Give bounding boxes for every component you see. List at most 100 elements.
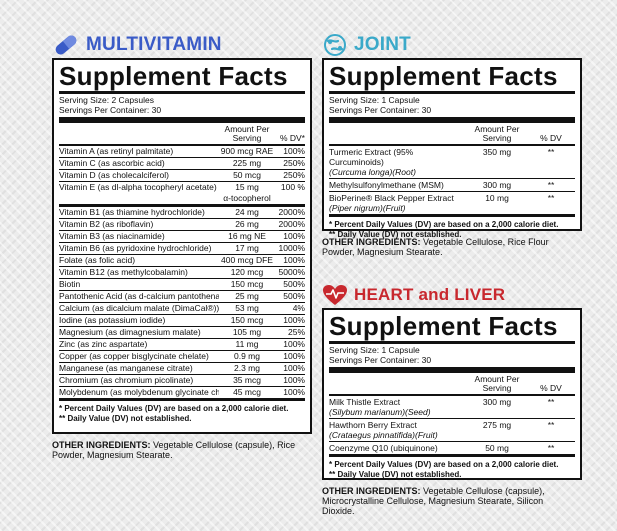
joint-serving-size: Serving Size: 1 Capsule bbox=[329, 95, 420, 105]
table-row: Manganese (as manganese citrate) 2.3 mg 10… bbox=[59, 363, 305, 375]
nutrient-name: Copper (as copper bisglycinate chelate) bbox=[59, 351, 209, 361]
joint-footnotes: * Percent Daily Values (DV) are based on… bbox=[329, 217, 575, 240]
nutrient-amount: 45 mcg bbox=[233, 387, 261, 397]
multivitamin-servings: Servings Per Container: 30 bbox=[59, 105, 162, 115]
multivitamin-heading-text: MULTIVITAMIN bbox=[86, 34, 222, 55]
nutrient-amount: 400 mcg DFE bbox=[221, 255, 273, 265]
nutrient-dv: 100% bbox=[283, 339, 305, 349]
nutrient-amount: 150 mcg bbox=[230, 315, 264, 325]
nutrient-name: Vitamin B2 (as riboflavin) bbox=[59, 219, 154, 229]
multivitamin-table-header: Amount Per Serving % DV* bbox=[59, 123, 305, 146]
nutrient-name: Vitamin B3 (as niacinamide) bbox=[59, 231, 165, 241]
nutrient-name: Manganese (as manganese citrate) bbox=[59, 363, 193, 373]
ingredient-dv: ** bbox=[547, 147, 555, 157]
multivitamin-facts-box: Supplement Facts Serving Size: 2 Capsule… bbox=[52, 58, 312, 434]
table-row: BioPerine® Black Pepper Extract (Piper ni… bbox=[329, 192, 575, 217]
vitamin-e-note: α-tocopherol bbox=[223, 193, 271, 203]
joint-heading-text: JOINT bbox=[354, 34, 411, 55]
amount-column-header: Amount Per Serving bbox=[474, 374, 520, 393]
other-ingredients-text: Vegetable Cellulose, Rice Flour Powder, … bbox=[322, 237, 549, 257]
table-row: Vitamin A (as retinyl palmitate) 900 mcg … bbox=[59, 146, 305, 158]
table-row: Vitamin B2 (as riboflavin) 26 mg 2000% bbox=[59, 219, 305, 231]
nutrient-dv: 5000% bbox=[278, 267, 305, 277]
amount-column-header: Amount Per Serving bbox=[474, 124, 520, 143]
nutrient-dv: 500% bbox=[283, 279, 305, 289]
table-row: Molybdenum (as molybdenum glycinate chel… bbox=[59, 387, 305, 401]
amount-column-header: Amount Per Serving bbox=[224, 124, 270, 143]
footnote-not-established: ** Daily Value (DV) not established. bbox=[59, 414, 192, 423]
other-ingredients-label: OTHER INGREDIENTS: bbox=[322, 486, 421, 496]
table-row: Vitamin E (as dl-alpha tocopheryl acetat… bbox=[59, 182, 305, 193]
footnote-dv: * Percent Daily Values (DV) are based on… bbox=[329, 460, 559, 469]
nutrient-dv: 100% bbox=[283, 146, 305, 156]
ingredient-name: Methylsulfonylmethane (MSM) bbox=[329, 180, 444, 190]
heart-facts-box: Supplement Facts Serving Size: 1 Capsule… bbox=[322, 308, 582, 480]
joint-heading: JOINT bbox=[322, 32, 582, 58]
nutrient-dv: 250% bbox=[283, 158, 305, 168]
heart-facts-title: Supplement Facts bbox=[329, 311, 558, 341]
joint-facts-box: Supplement Facts Serving Size: 1 Capsule… bbox=[322, 58, 582, 239]
dv-column-header: % DV bbox=[540, 133, 562, 143]
nutrient-amount: 11 mg bbox=[235, 339, 259, 349]
table-row: Chromium (as chromium picolinate) 35 mcg 1… bbox=[59, 375, 305, 387]
ingredient-name: Milk Thistle Extract bbox=[329, 397, 401, 407]
table-row: Vitamin B12 (as methylcobalamin) 120 mcg 5… bbox=[59, 267, 305, 279]
ingredient-name: Coenzyme Q10 (ubiquinone) bbox=[329, 443, 438, 453]
heart-pulse-icon bbox=[323, 285, 347, 305]
nutrient-dv: 100% bbox=[283, 255, 305, 265]
multivitamin-facts-title: Supplement Facts bbox=[59, 61, 288, 91]
table-row: Biotin 150 mcg 500% bbox=[59, 279, 305, 291]
nutrient-name: Zinc (as zinc aspartate) bbox=[59, 339, 148, 349]
nutrient-dv: 2000% bbox=[278, 219, 305, 229]
nutrient-name: Vitamin B1 (as thiamine hydrochloride) bbox=[59, 207, 205, 217]
heart-heading-text: HEART and LIVER bbox=[354, 285, 506, 304]
table-row: Methylsulfonylmethane (MSM) 300 mg ** bbox=[329, 179, 575, 192]
ingredient-amount: 10 mg bbox=[485, 193, 509, 203]
nutrient-amount: 26 mg bbox=[235, 219, 259, 229]
nutrient-amount: 16 mg NE bbox=[228, 231, 266, 241]
nutrient-amount: 0.9 mg bbox=[234, 351, 260, 361]
nutrient-dv: 100% bbox=[283, 231, 305, 241]
nutrient-dv: 250% bbox=[283, 170, 305, 180]
table-row: Turmeric Extract (95% Curcuminoids) (Curc… bbox=[329, 146, 575, 179]
table-row: Milk Thistle Extract (Silybum marianum)(S… bbox=[329, 396, 575, 419]
ingredient-name: Turmeric Extract (95% Curcuminoids) bbox=[329, 147, 414, 167]
table-row: Pantothenic Acid (as d-calcium pantothen… bbox=[59, 291, 305, 303]
joint-facts-title: Supplement Facts bbox=[329, 61, 558, 91]
ingredient-amount: 350 mg bbox=[482, 147, 512, 157]
table-row: Vitamin B1 (as thiamine hydrochloride) 24… bbox=[59, 207, 305, 219]
nutrient-amount: 225 mg bbox=[232, 158, 262, 168]
multivitamin-rows: Vitamin A (as retinyl palmitate) 900 mcg … bbox=[59, 146, 305, 401]
nutrient-name: Vitamin E (as dl-alpha tocopheryl acetat… bbox=[59, 182, 217, 192]
other-ingredients-text: Vegetable Cellulose (capsule), Rice Powd… bbox=[52, 440, 296, 460]
nutrient-dv: 100% bbox=[283, 351, 305, 361]
footnote-dv: * Percent Daily Values (DV) are based on… bbox=[329, 220, 559, 229]
table-row: Vitamin B6 (as pyridoxine hydrochloride)… bbox=[59, 243, 305, 255]
nutrient-dv: 100 % bbox=[280, 182, 305, 192]
joint-other-ingredients: OTHER INGREDIENTS: Vegetable Cellulose, … bbox=[322, 237, 577, 257]
nutrient-dv: 25% bbox=[287, 327, 305, 337]
multivitamin-panel: MULTIVITAMIN Supplement Facts Serving Si… bbox=[52, 32, 312, 460]
multivitamin-serving-size: Serving Size: 2 Capsules bbox=[59, 95, 154, 105]
table-row: Iodine (as potassium iodide) 150 mcg 100% bbox=[59, 315, 305, 327]
nutrient-amount: 15 mg bbox=[235, 182, 259, 192]
nutrient-name: Vitamin D (as cholecalciferol) bbox=[59, 170, 169, 180]
nutrient-amount: 35 mcg bbox=[233, 375, 261, 385]
other-ingredients-text: Vegetable Cellulose (capsule), Microcrys… bbox=[322, 486, 545, 516]
nutrient-name: Magnesium (as dimagnesium malate) bbox=[59, 327, 201, 337]
heart-serving-size: Serving Size: 1 Capsule bbox=[329, 345, 420, 355]
nutrient-name: Molybdenum (as molybdenum glycinate chel… bbox=[59, 387, 219, 397]
table-row: Calcium (as dicalcium malate (DimaCal®))… bbox=[59, 303, 305, 315]
joint-icon bbox=[324, 34, 346, 56]
nutrient-amount: 25 mg bbox=[235, 291, 259, 301]
nutrient-amount: 53 mg bbox=[235, 303, 259, 313]
nutrient-amount: 2.3 mg bbox=[234, 363, 260, 373]
nutrient-dv: 4% bbox=[292, 303, 305, 313]
nutrient-dv: 500% bbox=[283, 291, 305, 301]
other-ingredients-label: OTHER INGREDIENTS: bbox=[322, 237, 421, 247]
nutrient-name: Vitamin C (as ascorbic acid) bbox=[59, 158, 165, 168]
nutrient-name: Folate (as folic acid) bbox=[59, 255, 136, 265]
joint-panel: JOINT Supplement Facts Serving Size: 1 C… bbox=[322, 32, 582, 257]
nutrient-dv: 100% bbox=[283, 387, 305, 397]
capsule-icon bbox=[55, 35, 77, 55]
